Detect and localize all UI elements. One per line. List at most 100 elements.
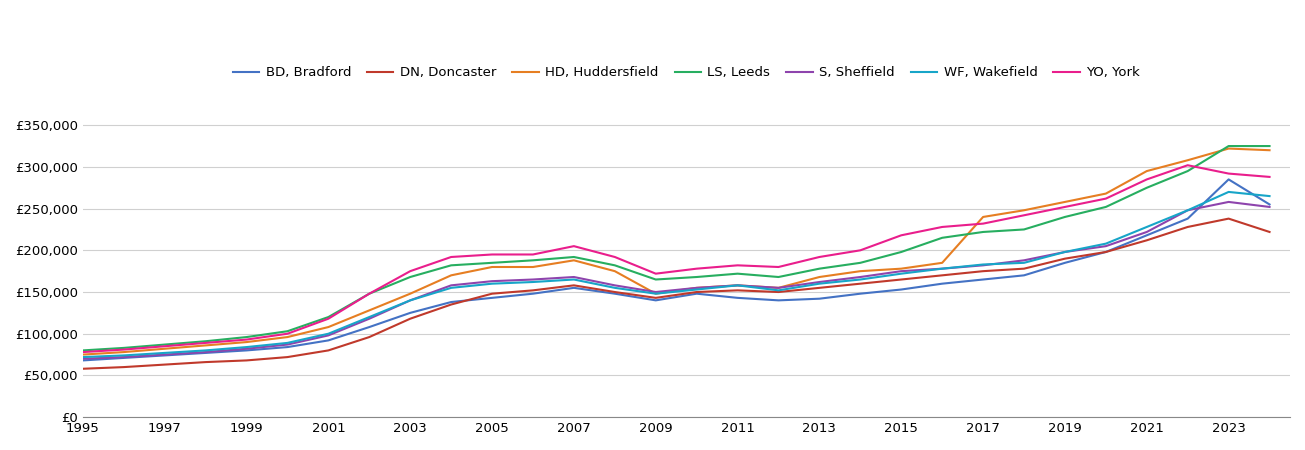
LS, Leeds bbox=[444, 263, 459, 268]
BD, Bradford bbox=[771, 297, 787, 303]
HD, Huddersfield bbox=[852, 269, 868, 274]
S, Sheffield bbox=[1139, 229, 1155, 234]
DN, Doncaster bbox=[975, 269, 990, 274]
YO, York bbox=[1057, 204, 1073, 210]
HD, Huddersfield bbox=[525, 264, 540, 270]
LS, Leeds bbox=[1017, 227, 1032, 232]
S, Sheffield bbox=[812, 279, 827, 285]
WF, Wakefield bbox=[239, 344, 254, 350]
Line: WF, Wakefield: WF, Wakefield bbox=[82, 192, 1270, 357]
YO, York bbox=[934, 224, 950, 230]
S, Sheffield bbox=[566, 274, 582, 280]
Line: LS, Leeds: LS, Leeds bbox=[82, 146, 1270, 351]
BD, Bradford bbox=[74, 358, 90, 363]
HD, Huddersfield bbox=[321, 324, 337, 330]
WF, Wakefield bbox=[116, 353, 132, 358]
BD, Bradford bbox=[852, 291, 868, 297]
LS, Leeds bbox=[812, 266, 827, 271]
LS, Leeds bbox=[1262, 144, 1278, 149]
S, Sheffield bbox=[116, 355, 132, 360]
YO, York bbox=[729, 263, 745, 268]
WF, Wakefield bbox=[647, 291, 663, 297]
DN, Doncaster bbox=[1180, 224, 1195, 230]
YO, York bbox=[157, 343, 172, 349]
S, Sheffield bbox=[607, 283, 622, 288]
S, Sheffield bbox=[934, 266, 950, 271]
DN, Doncaster bbox=[525, 288, 540, 293]
DN, Doncaster bbox=[812, 285, 827, 291]
WF, Wakefield bbox=[1262, 194, 1278, 199]
DN, Doncaster bbox=[607, 289, 622, 295]
S, Sheffield bbox=[647, 289, 663, 295]
YO, York bbox=[361, 291, 377, 297]
Line: YO, York: YO, York bbox=[82, 165, 1270, 352]
YO, York bbox=[1220, 171, 1236, 176]
S, Sheffield bbox=[1220, 199, 1236, 205]
LS, Leeds bbox=[894, 249, 910, 255]
LS, Leeds bbox=[157, 342, 172, 347]
HD, Huddersfield bbox=[1262, 148, 1278, 153]
LS, Leeds bbox=[689, 274, 705, 280]
BD, Bradford bbox=[566, 285, 582, 291]
YO, York bbox=[689, 266, 705, 271]
S, Sheffield bbox=[321, 333, 337, 338]
LS, Leeds bbox=[74, 348, 90, 353]
BD, Bradford bbox=[279, 344, 295, 350]
WF, Wakefield bbox=[525, 279, 540, 285]
HD, Huddersfield bbox=[1139, 168, 1155, 174]
WF, Wakefield bbox=[321, 331, 337, 337]
YO, York bbox=[975, 221, 990, 226]
YO, York bbox=[771, 264, 787, 270]
DN, Doncaster bbox=[1017, 266, 1032, 271]
BD, Bradford bbox=[321, 338, 337, 343]
DN, Doncaster bbox=[1057, 256, 1073, 261]
WF, Wakefield bbox=[198, 348, 214, 353]
S, Sheffield bbox=[444, 283, 459, 288]
DN, Doncaster bbox=[647, 295, 663, 301]
S, Sheffield bbox=[1017, 257, 1032, 263]
DN, Doncaster bbox=[116, 364, 132, 370]
WF, Wakefield bbox=[1017, 260, 1032, 265]
YO, York bbox=[1098, 196, 1113, 201]
LS, Leeds bbox=[198, 338, 214, 344]
BD, Bradford bbox=[812, 296, 827, 302]
LS, Leeds bbox=[647, 277, 663, 282]
BD, Bradford bbox=[1220, 177, 1236, 182]
S, Sheffield bbox=[484, 279, 500, 284]
HD, Huddersfield bbox=[444, 273, 459, 278]
BD, Bradford bbox=[934, 281, 950, 286]
S, Sheffield bbox=[975, 263, 990, 268]
DN, Doncaster bbox=[74, 366, 90, 371]
WF, Wakefield bbox=[484, 281, 500, 286]
DN, Doncaster bbox=[402, 316, 418, 321]
LS, Leeds bbox=[279, 328, 295, 334]
BD, Bradford bbox=[894, 287, 910, 292]
WF, Wakefield bbox=[74, 355, 90, 360]
DN, Doncaster bbox=[566, 283, 582, 288]
WF, Wakefield bbox=[402, 297, 418, 303]
HD, Huddersfield bbox=[1057, 199, 1073, 205]
Line: DN, Doncaster: DN, Doncaster bbox=[82, 219, 1270, 369]
Line: BD, Bradford: BD, Bradford bbox=[82, 180, 1270, 360]
YO, York bbox=[607, 254, 622, 260]
DN, Doncaster bbox=[361, 334, 377, 340]
DN, Doncaster bbox=[321, 348, 337, 353]
BD, Bradford bbox=[607, 291, 622, 297]
BD, Bradford bbox=[647, 297, 663, 303]
LS, Leeds bbox=[1098, 204, 1113, 210]
HD, Huddersfield bbox=[484, 264, 500, 270]
WF, Wakefield bbox=[975, 262, 990, 267]
BD, Bradford bbox=[1262, 202, 1278, 207]
YO, York bbox=[74, 349, 90, 355]
YO, York bbox=[566, 243, 582, 249]
BD, Bradford bbox=[239, 348, 254, 353]
DN, Doncaster bbox=[934, 273, 950, 278]
DN, Doncaster bbox=[1098, 249, 1113, 255]
LS, Leeds bbox=[771, 274, 787, 280]
DN, Doncaster bbox=[444, 302, 459, 307]
HD, Huddersfield bbox=[1017, 207, 1032, 213]
HD, Huddersfield bbox=[975, 214, 990, 220]
LS, Leeds bbox=[729, 271, 745, 276]
S, Sheffield bbox=[1262, 204, 1278, 210]
HD, Huddersfield bbox=[279, 334, 295, 340]
